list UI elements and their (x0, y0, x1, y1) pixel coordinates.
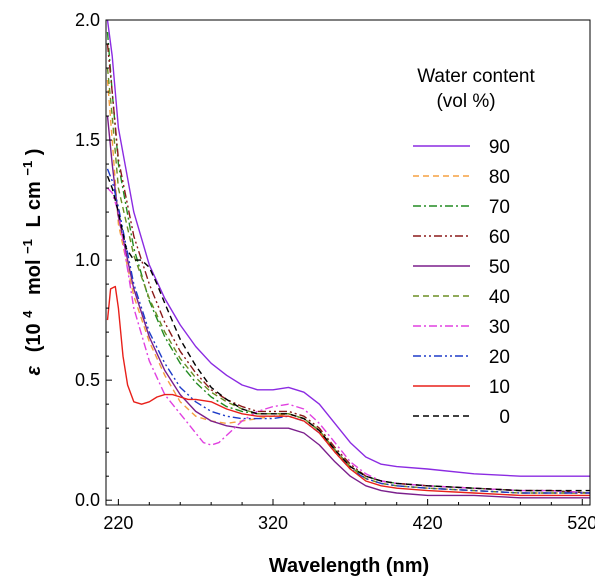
svg-text:ε (10 4 mol: ε (10 4 mol −1 L cm −1 ) (15, 149, 45, 376)
legend-label-90: 90 (489, 137, 510, 158)
legend-items: 90 80 70 60 50 40 30 20 10 0 (413, 137, 510, 428)
legend-label-0: 0 (499, 407, 510, 428)
legend-label-70: 70 (489, 197, 510, 218)
y-axis-mid: mol (23, 259, 45, 295)
legend-label-10: 10 (489, 377, 510, 398)
legend-label-30: 30 (489, 317, 510, 338)
y-tick-label: 0.5 (75, 370, 100, 390)
y-axis-unit2: L cm (23, 181, 45, 227)
y-tick-label: 1.0 (75, 250, 100, 270)
y-axis-sup2: −1 (20, 239, 35, 254)
legend-label-20: 20 (489, 347, 510, 368)
y-tick-label: 0.0 (75, 490, 100, 510)
y-axis-open: (10 (23, 323, 45, 352)
x-tick-label: 220 (103, 513, 133, 533)
legend-label-80: 80 (489, 167, 510, 188)
legend-label-40: 40 (489, 287, 510, 308)
series-line-0 (106, 175, 590, 492)
plot-frame (105, 19, 591, 506)
x-tick-label: 420 (413, 513, 443, 533)
y-axis-title: ε (10 4 mol −1 L cm −1 ) (15, 149, 45, 376)
y-tick-label: 2.0 (75, 10, 100, 30)
series-line-20 (106, 168, 590, 494)
legend-label-50: 50 (489, 257, 510, 278)
legend-title-line2: (vol %) (436, 91, 495, 112)
series-line-10 (106, 285, 590, 497)
y-tick-label: 1.5 (75, 130, 100, 150)
ticks (106, 19, 583, 505)
series-line-30 (106, 187, 590, 494)
series-line-60 (106, 43, 590, 494)
series-line-50 (106, 115, 590, 499)
plot-lines (106, 20, 590, 499)
legend: Water content (vol %) 90 80 70 60 50 40 30 20 10… (413, 66, 536, 428)
series-line-70 (106, 31, 590, 494)
x-tick-label: 520 (567, 513, 595, 533)
series-line-90 (106, 20, 590, 477)
x-axis-title: Wavelength (nm) (269, 555, 429, 577)
y-axis-sup3: −1 (20, 161, 35, 176)
series-line-80 (106, 79, 590, 494)
tick-labels: 0.0 0.5 1.0 1.5 2.0 220 320 420 520 (75, 10, 595, 533)
y-axis-close: ) (23, 149, 45, 156)
legend-label-60: 60 (489, 227, 510, 248)
series-line-40 (106, 67, 590, 494)
x-tick-label: 320 (258, 513, 288, 533)
axis-frame (105, 19, 591, 506)
y-axis-sup1: 4 (20, 310, 35, 318)
legend-title-line1: Water content (417, 66, 535, 87)
y-axis-symbol: ε (23, 365, 45, 375)
